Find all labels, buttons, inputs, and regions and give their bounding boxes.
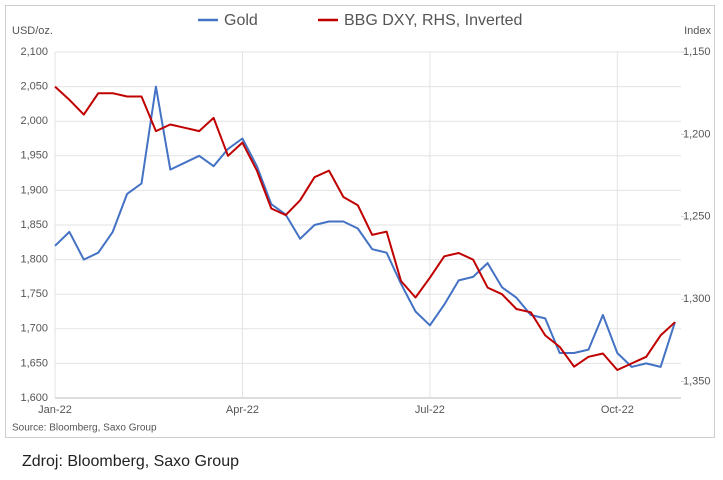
y2-tick-label: 1,350 — [683, 375, 711, 387]
legend-label: Gold — [224, 12, 258, 29]
y-tick-label: 1,700 — [20, 323, 48, 335]
legend-label: BBG DXY, RHS, Inverted — [344, 12, 522, 29]
y2-tick-label: 1,250 — [683, 211, 711, 223]
y-tick-label: 1,750 — [20, 288, 48, 300]
y-tick-label: 2,050 — [20, 81, 48, 93]
y2-axis-label: Index — [684, 25, 711, 37]
source: Source: Bloomberg, Saxo Group — [12, 423, 157, 434]
y-tick-label: 1,900 — [20, 184, 48, 196]
y-tick-label: 1,850 — [20, 219, 48, 231]
y-tick-label: 1,650 — [20, 357, 48, 369]
y2-tick-label: 1,200 — [683, 128, 711, 140]
y2-tick-label: 1,150 — [683, 46, 711, 58]
y2-tick-label: 1,300 — [683, 293, 711, 305]
y-tick-label: 1,950 — [20, 150, 48, 162]
caption: Zdroj: Bloomberg, Saxo Group — [22, 453, 239, 470]
y-tick-label: 1,600 — [20, 392, 48, 404]
x-tick-label: Jan-22 — [38, 404, 72, 416]
y-axis-label: USD/oz. — [12, 25, 53, 37]
x-tick-label: Oct-22 — [601, 404, 634, 416]
series-line — [54, 85, 676, 371]
chart-frame — [5, 5, 715, 438]
x-tick-label: Jul-22 — [415, 404, 445, 416]
y-tick-label: 1,800 — [20, 254, 48, 266]
y-tick-label: 2,100 — [20, 46, 48, 58]
y-tick-label: 2,000 — [20, 115, 48, 127]
x-tick-label: Apr-22 — [226, 404, 259, 416]
series-line — [54, 85, 676, 368]
